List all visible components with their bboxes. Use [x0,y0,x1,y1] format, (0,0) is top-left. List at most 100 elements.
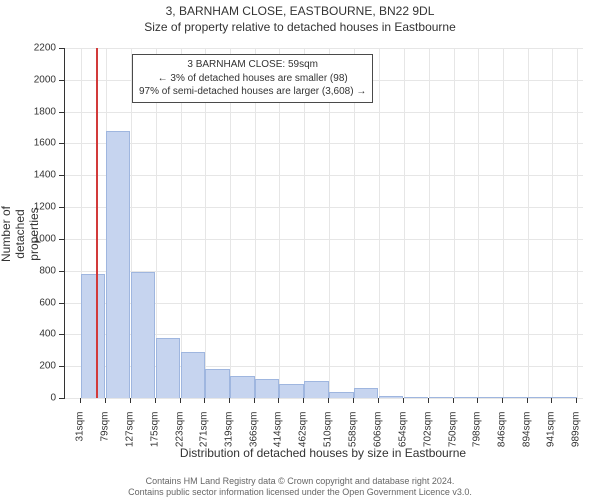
x-tick [155,398,156,403]
x-tick-label: 271sqm [199,412,210,500]
histogram-bar [230,376,254,398]
x-tick [378,398,379,403]
grid-v [429,48,430,398]
histogram-bar [552,397,576,398]
x-tick-label: 941sqm [546,412,557,500]
x-tick [130,398,131,403]
histogram-bar [379,396,403,398]
x-tick-label: 31sqm [75,412,86,500]
x-tick [303,398,304,403]
histogram-bar [81,274,105,398]
x-tick [576,398,577,403]
x-tick [204,398,205,403]
x-tick-label: 319sqm [224,412,235,500]
x-tick [477,398,478,403]
y-tick-label: 1200 [0,202,56,213]
x-tick-label: 175sqm [149,412,160,500]
y-tick-label: 2200 [0,43,56,54]
x-tick-label: 366sqm [248,412,259,500]
y-tick-label: 1800 [0,106,56,117]
grid-h [65,207,583,208]
y-tick [59,366,64,367]
y-tick [59,239,64,240]
histogram-bar [279,384,303,398]
grid-v [478,48,479,398]
x-tick-label: 606sqm [372,412,383,500]
grid-v [577,48,578,398]
x-tick-label: 989sqm [571,412,582,500]
grid-h [65,112,583,113]
histogram-bar [131,272,155,398]
x-tick [403,398,404,403]
histogram-bar [329,392,353,398]
y-tick-label: 200 [0,361,56,372]
y-tick [59,80,64,81]
grid-h [65,239,583,240]
x-tick-label: 846sqm [497,412,508,500]
title-line-2: Size of property relative to detached ho… [0,20,600,36]
grid-v [503,48,504,398]
histogram-bar [106,131,130,398]
histogram-bar [354,388,378,398]
histogram-bar [304,381,328,399]
x-tick-label: 798sqm [472,412,483,500]
histogram-bar [205,369,229,398]
x-tick [502,398,503,403]
grid-h [65,175,583,176]
property-callout: 3 BARNHAM CLOSE: 59sqm ← 3% of detached … [132,54,373,103]
y-tick [59,398,64,399]
y-tick-label: 0 [0,393,56,404]
grid-v [404,48,405,398]
x-tick-label: 127sqm [124,412,135,500]
y-tick [59,175,64,176]
y-tick-label: 1600 [0,138,56,149]
x-tick-label: 894sqm [522,412,533,500]
marker-line [96,48,98,398]
x-tick [353,398,354,403]
grid-v [454,48,455,398]
x-tick [229,398,230,403]
y-tick [59,271,64,272]
x-tick-label: 654sqm [397,412,408,500]
chart-title-block: 3, BARNHAM CLOSE, EASTBOURNE, BN22 9DL S… [0,4,600,35]
grid-v [379,48,380,398]
x-tick [254,398,255,403]
histogram-bar [156,338,180,398]
grid-h [65,48,583,49]
y-tick-label: 400 [0,329,56,340]
histogram-bar [503,397,527,398]
y-tick [59,207,64,208]
grid-h [65,143,583,144]
histogram-bar [429,397,453,398]
x-tick [180,398,181,403]
y-tick-label: 1400 [0,170,56,181]
x-tick [328,398,329,403]
histogram-bar [528,397,552,398]
callout-line-2: ← 3% of detached houses are smaller (98) [139,72,366,86]
callout-line-3: 97% of semi-detached houses are larger (… [139,85,366,99]
x-tick-label: 702sqm [422,412,433,500]
histogram-bar [478,397,502,398]
x-tick [80,398,81,403]
histogram-bar [404,397,428,398]
y-tick-label: 800 [0,265,56,276]
y-tick [59,143,64,144]
y-tick-label: 600 [0,297,56,308]
x-tick [105,398,106,403]
grid-v [552,48,553,398]
callout-line-1: 3 BARNHAM CLOSE: 59sqm [139,58,366,72]
x-tick-label: 79sqm [99,412,110,500]
x-tick-label: 414sqm [273,412,284,500]
x-tick-label: 462sqm [298,412,309,500]
y-tick [59,334,64,335]
grid-v [528,48,529,398]
y-tick-label: 2000 [0,74,56,85]
y-tick [59,112,64,113]
title-line-1: 3, BARNHAM CLOSE, EASTBOURNE, BN22 9DL [0,4,600,20]
x-tick-label: 558sqm [348,412,359,500]
histogram-bar [454,397,478,398]
y-tick [59,48,64,49]
x-tick [428,398,429,403]
x-tick [527,398,528,403]
x-tick [278,398,279,403]
